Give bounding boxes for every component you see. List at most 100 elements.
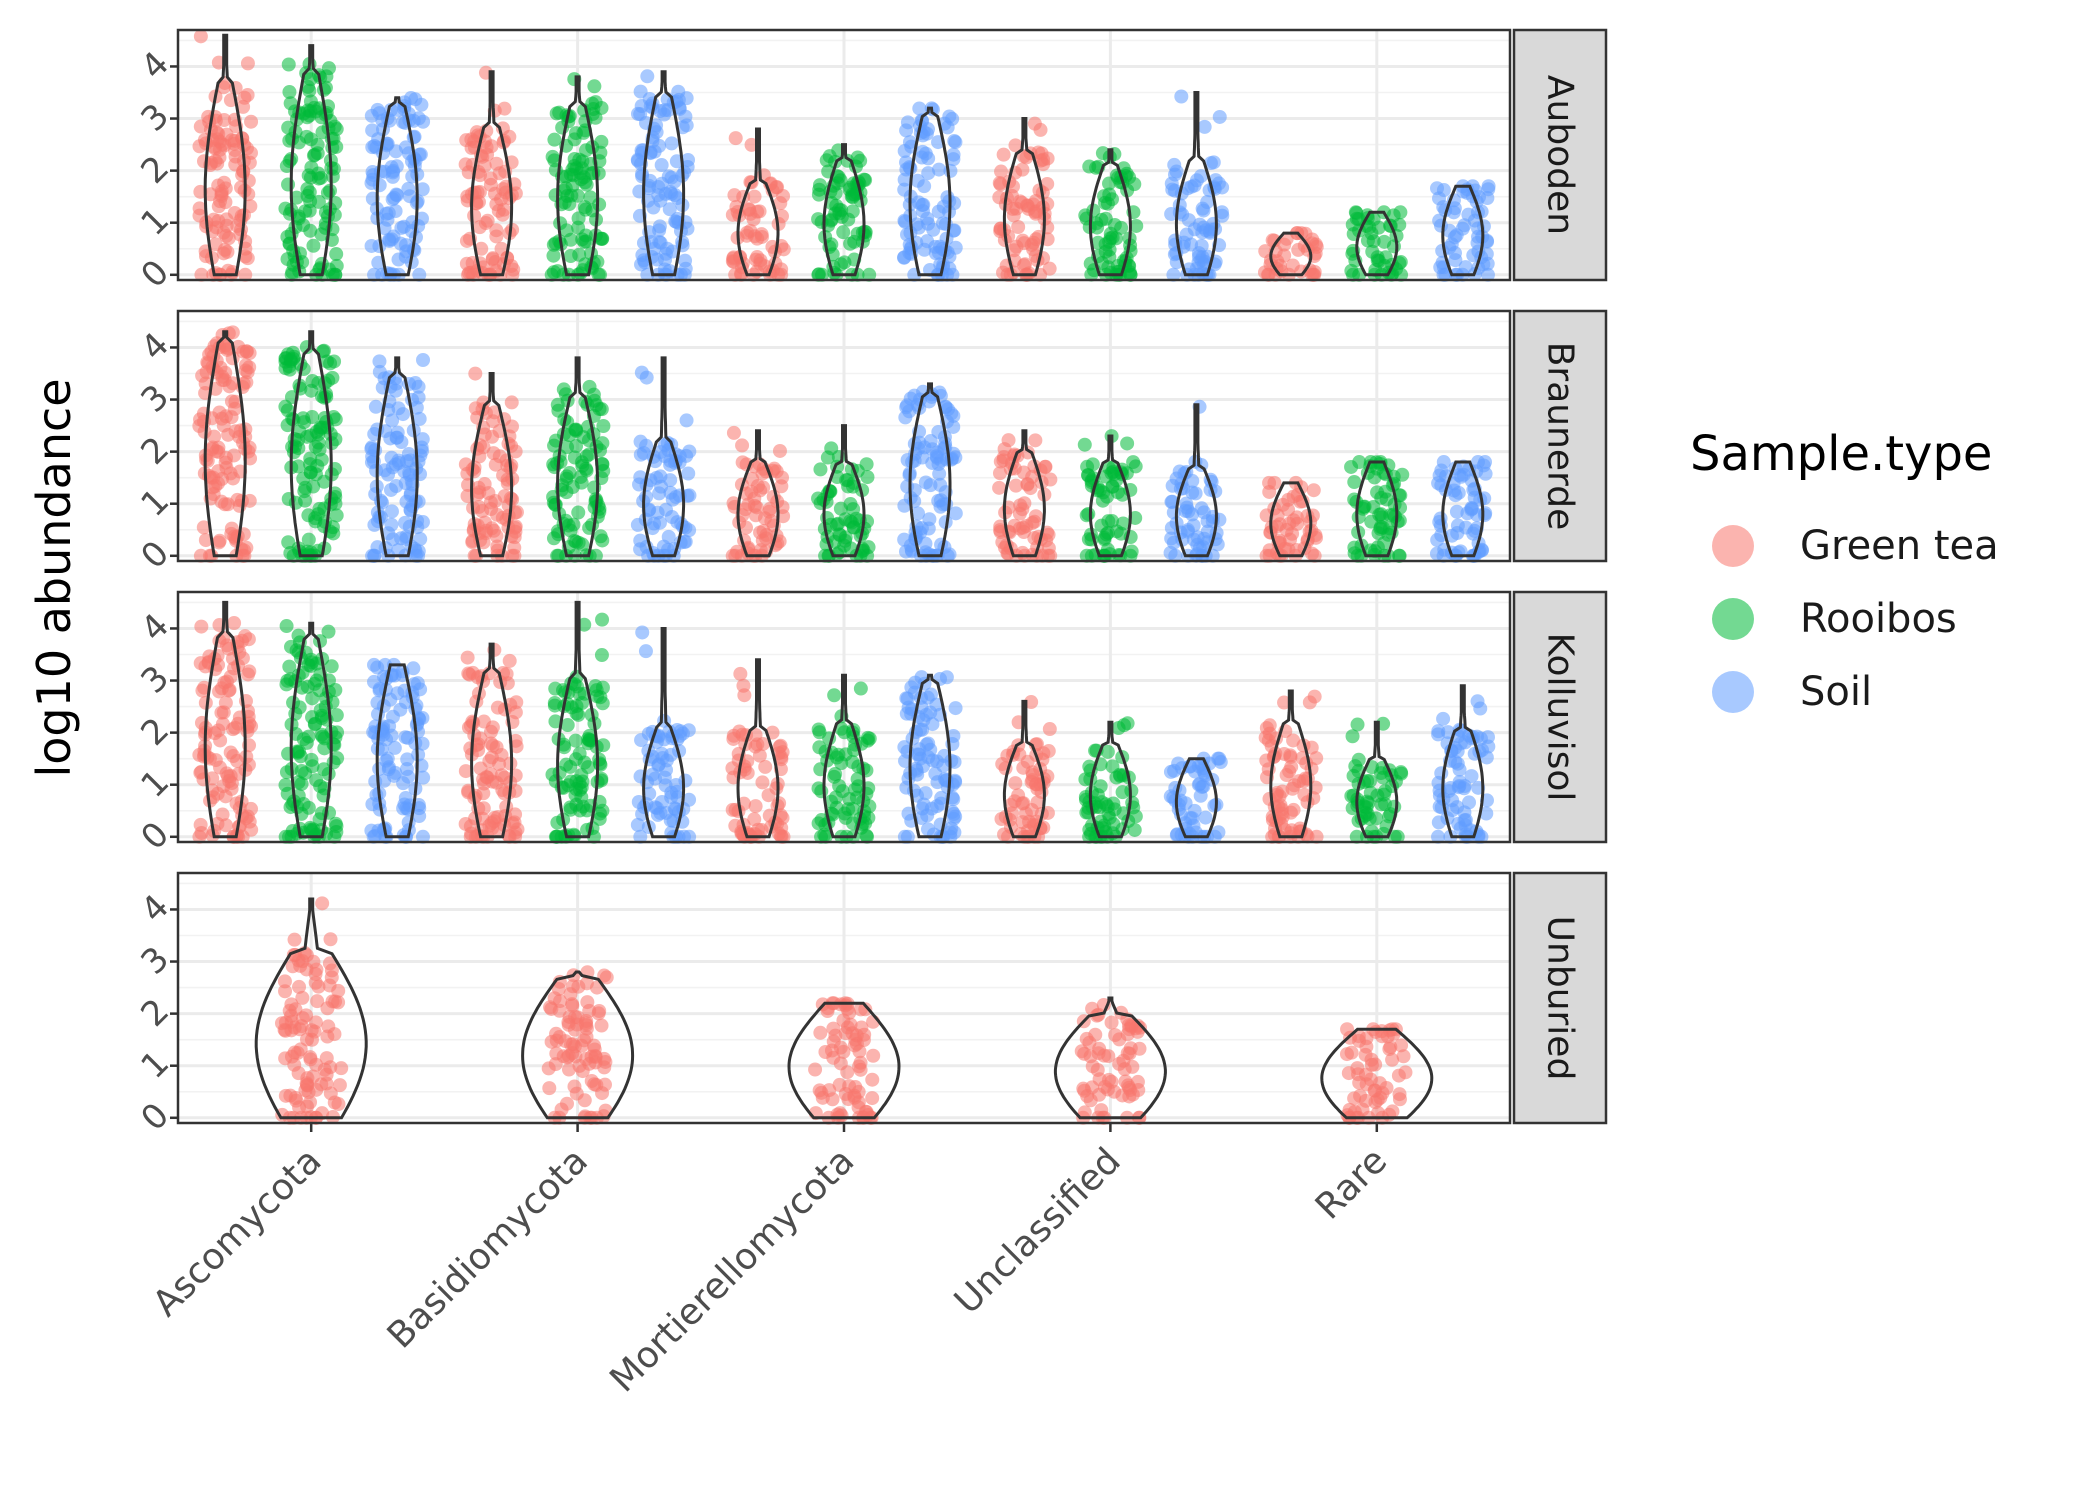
data-point bbox=[638, 644, 653, 659]
violin-group-rare-green-tea bbox=[1258, 689, 1324, 844]
data-point bbox=[1016, 760, 1031, 775]
data-point bbox=[544, 267, 559, 282]
data-point bbox=[568, 733, 583, 748]
data-point bbox=[634, 733, 649, 748]
data-point bbox=[228, 720, 243, 735]
data-point bbox=[1120, 1046, 1135, 1061]
data-point bbox=[1279, 768, 1294, 783]
data-point bbox=[384, 450, 399, 465]
data-point bbox=[1358, 1093, 1373, 1108]
data-point bbox=[321, 624, 336, 639]
data-point bbox=[496, 182, 511, 197]
data-point bbox=[594, 1018, 609, 1033]
data-point bbox=[1085, 457, 1100, 472]
data-point bbox=[992, 480, 1007, 495]
violin-outline bbox=[289, 621, 333, 839]
data-point bbox=[948, 506, 963, 521]
data-point bbox=[1105, 479, 1120, 494]
data-point bbox=[288, 1002, 303, 1017]
data-point bbox=[193, 119, 208, 134]
data-point bbox=[648, 800, 663, 815]
data-point bbox=[217, 675, 232, 690]
data-point bbox=[1127, 177, 1142, 192]
data-point bbox=[648, 771, 663, 786]
data-point bbox=[479, 140, 494, 155]
data-point bbox=[505, 267, 520, 282]
data-point bbox=[571, 211, 586, 226]
data-point bbox=[1181, 213, 1196, 228]
data-point bbox=[633, 829, 648, 844]
data-point bbox=[639, 370, 654, 385]
data-point bbox=[739, 228, 754, 243]
data-point bbox=[1015, 233, 1030, 248]
data-point bbox=[1448, 488, 1463, 503]
data-point bbox=[1174, 89, 1189, 104]
y-tick-label: 0 bbox=[133, 1095, 177, 1139]
data-point bbox=[931, 162, 946, 177]
data-point bbox=[836, 1044, 851, 1059]
data-point bbox=[546, 248, 561, 263]
data-point bbox=[728, 131, 743, 146]
data-point bbox=[480, 770, 495, 785]
data-point bbox=[818, 548, 833, 563]
data-point bbox=[1026, 242, 1041, 257]
data-point bbox=[862, 799, 877, 814]
data-point bbox=[1350, 548, 1365, 563]
data-point bbox=[313, 703, 328, 718]
data-point bbox=[678, 109, 693, 124]
data-point bbox=[812, 725, 827, 740]
data-point bbox=[897, 250, 912, 265]
data-point bbox=[1215, 180, 1230, 195]
data-point bbox=[1436, 711, 1451, 726]
data-point bbox=[918, 786, 933, 801]
data-point bbox=[814, 813, 829, 828]
data-point bbox=[212, 405, 227, 420]
y-tick-label: 2 bbox=[133, 710, 177, 754]
data-point bbox=[487, 810, 502, 825]
data-point bbox=[818, 1045, 833, 1060]
data-point bbox=[561, 1017, 576, 1032]
facet-panel-braunerde: 0 1 2 3 4 Braunerde bbox=[133, 309, 1608, 577]
data-point bbox=[563, 248, 578, 263]
data-point bbox=[822, 1083, 837, 1098]
violin-group-unclassified-green-tea bbox=[994, 695, 1057, 844]
data-point bbox=[218, 695, 233, 710]
violin-group-ascomycota-green-tea bbox=[192, 29, 259, 282]
data-point bbox=[197, 424, 212, 439]
data-point bbox=[598, 1054, 613, 1069]
data-point bbox=[411, 494, 426, 509]
data-point bbox=[1300, 771, 1315, 786]
data-point bbox=[842, 182, 857, 197]
violin-outline bbox=[822, 143, 866, 277]
data-point bbox=[940, 548, 955, 563]
violin-outline bbox=[1088, 720, 1132, 839]
violin-outline bbox=[908, 382, 952, 558]
data-point bbox=[1464, 769, 1479, 784]
violin-group-unclassified-rooibos bbox=[1078, 716, 1143, 844]
data-point bbox=[299, 129, 314, 144]
x-tick-label: Ascomycota bbox=[145, 1140, 329, 1324]
data-point bbox=[932, 466, 947, 481]
data-point bbox=[474, 241, 489, 256]
data-point bbox=[1043, 472, 1058, 487]
panel-border bbox=[176, 28, 1512, 282]
data-point bbox=[548, 188, 563, 203]
data-point bbox=[574, 455, 589, 470]
violin-group-unclassified-soil bbox=[1164, 89, 1230, 282]
data-point bbox=[290, 1045, 305, 1060]
data-point bbox=[1186, 532, 1201, 547]
data-point bbox=[507, 530, 522, 545]
data-point bbox=[472, 184, 487, 199]
violin-group-ascomycota-soil bbox=[364, 657, 431, 844]
data-point bbox=[1203, 156, 1218, 171]
y-tick-label: 2 bbox=[133, 991, 177, 1035]
data-point bbox=[238, 267, 253, 282]
data-point bbox=[571, 979, 586, 994]
data-point bbox=[332, 1078, 347, 1093]
data-point bbox=[488, 457, 503, 472]
data-point bbox=[1163, 764, 1178, 779]
y-tick-label: 4 bbox=[133, 325, 177, 369]
data-point bbox=[592, 811, 607, 826]
violin-group-mortierellomycota-rooibos bbox=[811, 673, 877, 844]
violin-outline bbox=[908, 673, 952, 839]
